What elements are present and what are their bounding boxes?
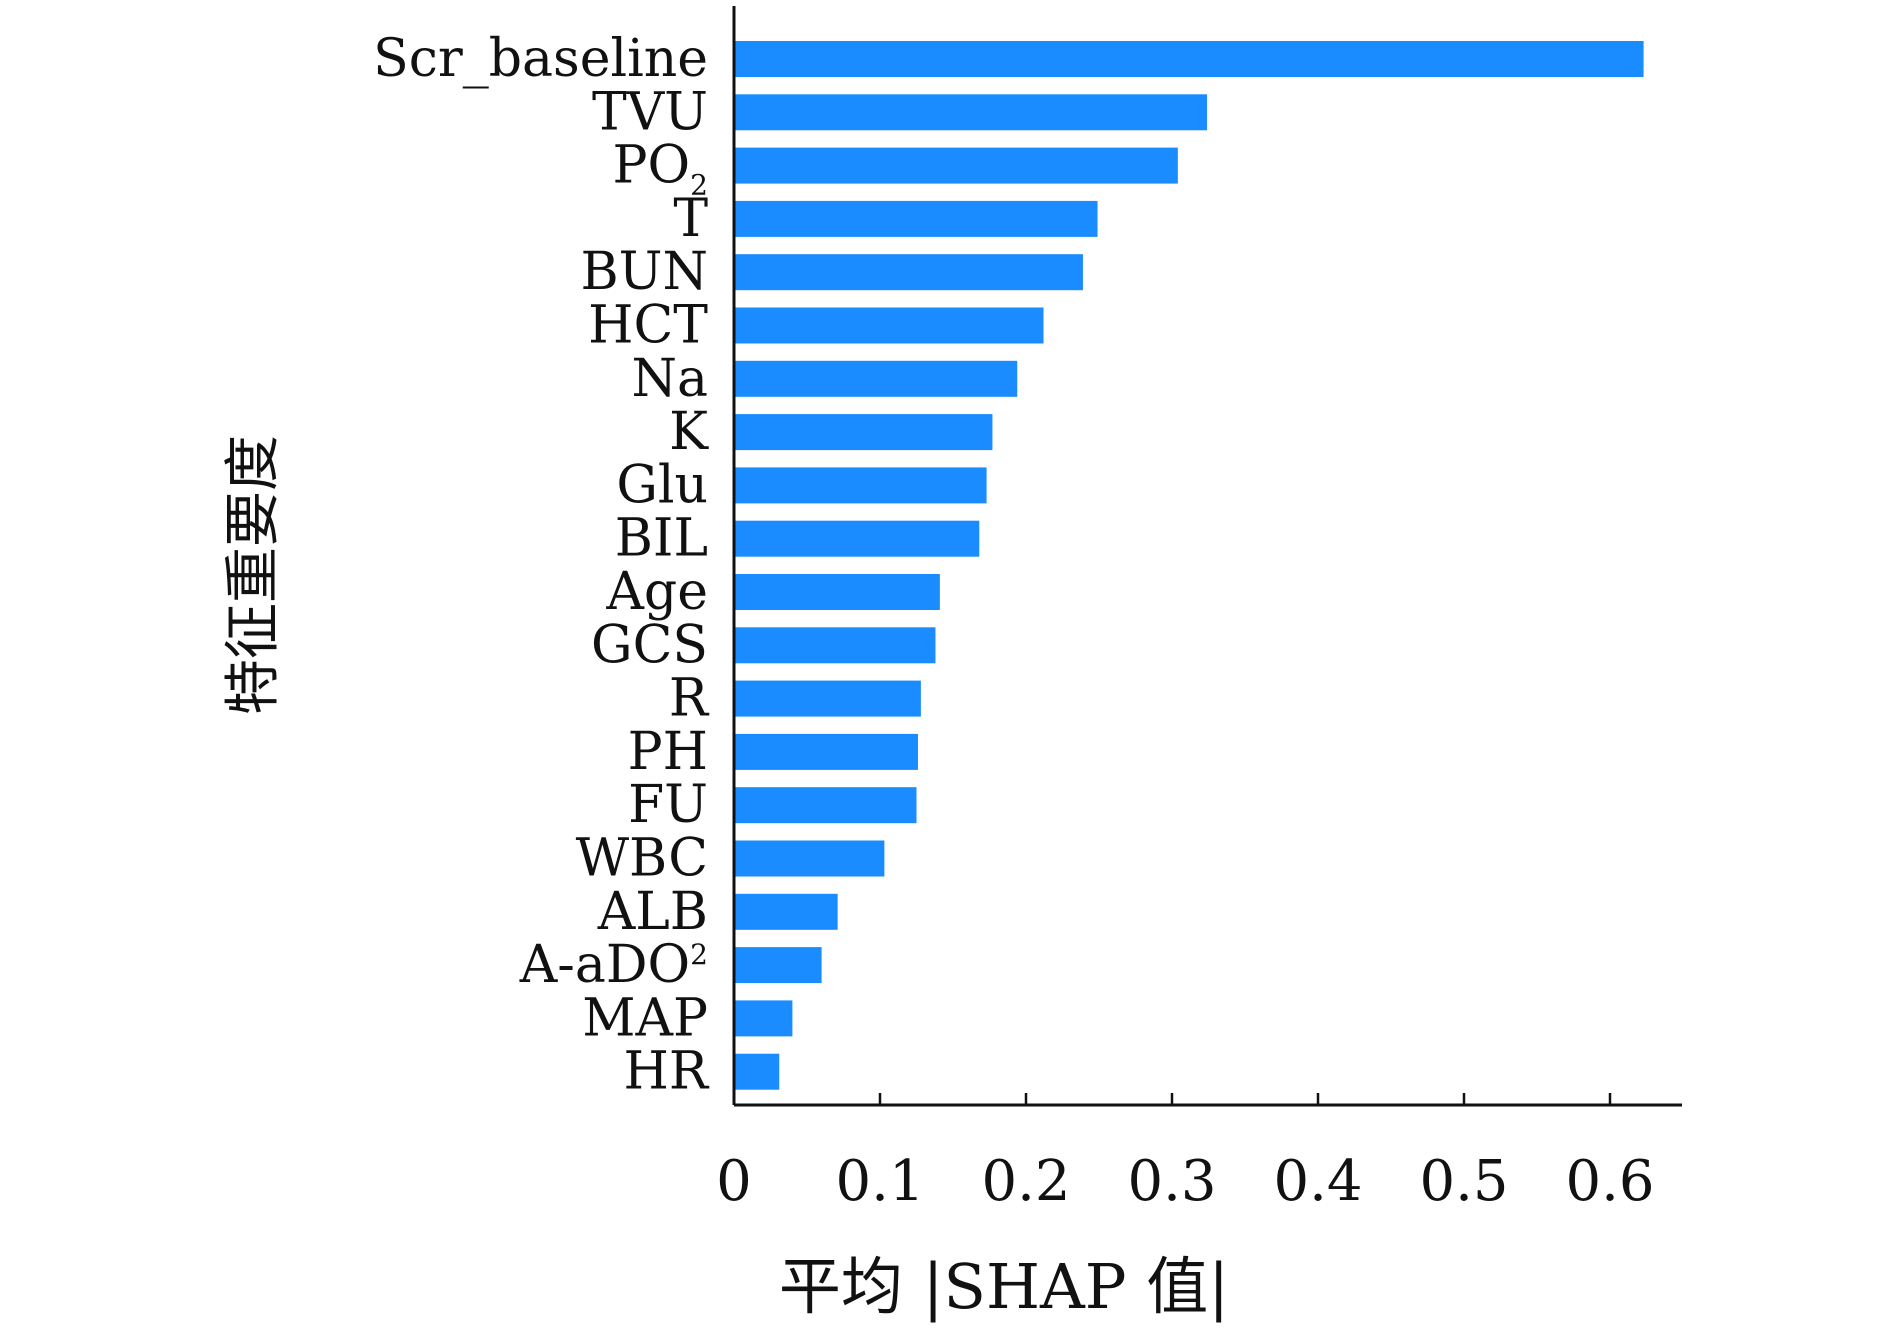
- x-tick-label: 0.4: [1273, 1149, 1362, 1214]
- y-tick-labels: Scr_baselineTVUPO2TBUNHCTNaKGluBILAgeGCS…: [373, 29, 710, 1102]
- bar-tvu: [734, 94, 1208, 131]
- y-tick-label-hct: HCT: [588, 296, 708, 356]
- y-tick-label-na: Na: [631, 349, 708, 409]
- bar-k: [734, 414, 993, 451]
- y-tick-label-alb: ALB: [597, 882, 708, 942]
- bar-glu: [734, 467, 987, 504]
- y-tick-label-t: T: [673, 189, 708, 249]
- bar-scr-baseline: [734, 41, 1644, 77]
- y-tick-label-wbc: WBC: [576, 829, 708, 889]
- bar-t: [734, 200, 1098, 237]
- bar-hct: [734, 307, 1044, 344]
- y-tick-label-bil: BIL: [615, 509, 708, 569]
- bar-hr: [734, 1053, 780, 1090]
- bar-wbc: [734, 840, 885, 877]
- x-tick-label: 0: [716, 1149, 752, 1214]
- y-axis-label: 特征重要度: [221, 435, 286, 715]
- bar-a-ado2: [734, 947, 822, 984]
- y-tick-label-gcs: GCS: [591, 615, 708, 675]
- bar-po2: [734, 147, 1178, 184]
- bar-age: [734, 574, 940, 610]
- bars-layer: [734, 41, 1644, 1090]
- bar-ph: [734, 733, 918, 770]
- y-tick-label-bun: BUN: [580, 242, 708, 302]
- x-ticks: 0 0.1 0.2 0.3 0.4 0.5 0.6: [716, 1093, 1655, 1214]
- bar-gcs: [734, 627, 936, 664]
- y-tick-label-map: MAP: [582, 988, 708, 1048]
- y-tick-label-ph: PH: [628, 722, 708, 782]
- axes: [732, 6, 1682, 1107]
- bar-map: [734, 1000, 793, 1037]
- bar-fu: [734, 787, 917, 824]
- y-tick-label-glu: Glu: [616, 455, 708, 515]
- x-tick-label: 0.1: [835, 1149, 924, 1214]
- y-tick-label-scr-baseline: Scr_baseline: [373, 29, 708, 89]
- y-tick-label-tvu: TVU: [592, 82, 708, 142]
- bar-r: [734, 680, 921, 717]
- y-tick-label-fu: FU: [628, 775, 708, 835]
- bar-bil: [734, 520, 980, 557]
- y-tick-label-po2: PO2: [613, 136, 708, 202]
- bar-alb: [734, 893, 838, 930]
- x-axis-label: 平均 |SHAP 值|: [779, 1250, 1229, 1323]
- x-tick-label: 0.3: [1127, 1149, 1216, 1214]
- y-tick-label-hr: HR: [624, 1042, 710, 1102]
- bar-bun: [734, 254, 1083, 291]
- bar-na: [734, 360, 1018, 397]
- y-tick-label-k: K: [669, 402, 709, 462]
- y-tick-label-a-ado2: A-aDO2: [519, 935, 708, 995]
- x-tick-label: 0.5: [1419, 1149, 1508, 1214]
- x-tick-label: 0.6: [1565, 1149, 1654, 1214]
- y-tick-label-r: R: [669, 669, 710, 729]
- y-tick-label-age: Age: [605, 562, 708, 622]
- x-tick-label: 0.2: [981, 1149, 1070, 1214]
